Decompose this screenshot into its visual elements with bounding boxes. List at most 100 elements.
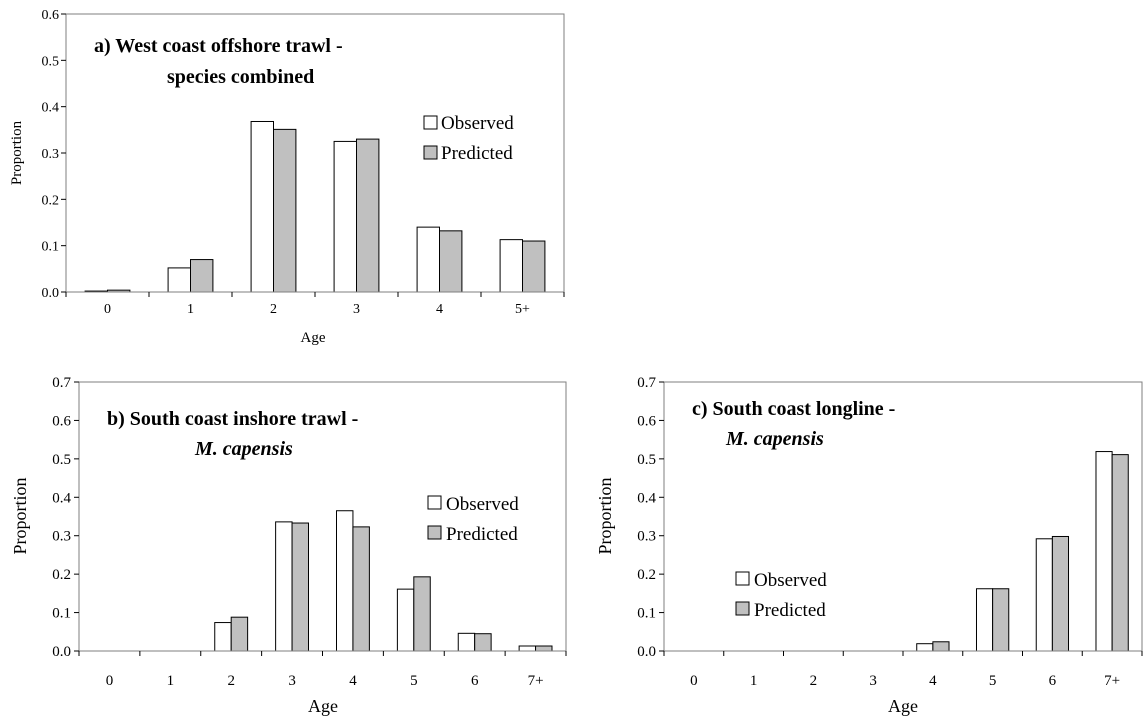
ytick-label-c-3: 0.3 <box>637 529 656 545</box>
panel-b-ylabel: Proportion <box>10 477 30 554</box>
bar-b-predicted-6 <box>474 633 492 652</box>
legend-a-predicted-label: Predicted <box>441 143 513 164</box>
panel-c-xticks: 0 1 2 3 4 5 6 7+ <box>663 651 1143 689</box>
bar-a-observed-4 <box>416 226 440 293</box>
panel-b-xticks: 0 1 2 3 4 5 6 7+ <box>78 651 567 689</box>
ytick-label-b-4: 0.4 <box>52 490 71 506</box>
bar-a-observed-5 <box>499 239 523 293</box>
ytick-label-c-5: 0.5 <box>637 452 656 468</box>
panel-b-xlabel: Age <box>308 696 338 716</box>
bar-c-predicted-7 <box>1111 454 1129 652</box>
ytick-label-c-7: 0.7 <box>637 375 656 391</box>
panel-c: 0.0 0.1 0.2 0.3 0.4 0.5 0.6 0.7 0 1 2 3 4 5 6 7+ c) So… <box>595 375 1143 716</box>
legend-b-predicted-swatch <box>427 525 442 540</box>
xtick-label-c-3: 3 <box>869 673 877 689</box>
ytick-label-a-0: 0.0 <box>42 286 60 301</box>
xtick-label-a-0: 0 <box>104 302 111 317</box>
bar-b-predicted-3 <box>291 522 309 652</box>
xtick-label-c-1: 1 <box>750 673 758 689</box>
bar-a-predicted-4 <box>439 230 463 293</box>
xtick-label-b-6: 6 <box>471 673 479 689</box>
bar-b-predicted-4 <box>352 526 370 652</box>
bar-b-predicted-2 <box>230 616 249 652</box>
ytick-label-b-3: 0.3 <box>52 529 71 545</box>
xtick-label-a-1: 1 <box>187 302 194 317</box>
ytick-label-a-2: 0.2 <box>42 193 60 208</box>
ytick-label-c-2: 0.2 <box>637 567 656 583</box>
panel-c-legend: Observed Predicted <box>735 570 827 621</box>
panel-b-marks <box>214 510 553 652</box>
xtick-label-c-5: 5 <box>989 673 997 689</box>
ytick-label-a-6: 0.6 <box>42 8 60 23</box>
bar-b-observed-4 <box>336 510 354 652</box>
panel-c-title: c) South coast longline - <box>692 398 895 420</box>
legend-b-predicted-label: Predicted <box>446 524 518 545</box>
xtick-label-a-5: 5+ <box>515 302 530 317</box>
xtick-label-b-5: 5 <box>410 673 418 689</box>
ytick-label-c-0: 0.0 <box>637 644 656 660</box>
bar-b-observed-3 <box>275 521 293 652</box>
ytick-label-b-6: 0.6 <box>52 413 71 429</box>
ytick-label-c-1: 0.1 <box>637 606 656 622</box>
xtick-label-a-2: 2 <box>270 302 277 317</box>
bar-c-predicted-5 <box>992 588 1010 652</box>
bar-c-observed-7 <box>1095 451 1113 652</box>
panel-a-ylabel: Proportion <box>9 120 25 185</box>
legend-c-predicted-swatch <box>735 601 750 616</box>
xtick-label-c-4: 4 <box>929 673 937 689</box>
panel-c-marks <box>916 451 1129 652</box>
bar-a-predicted-2 <box>273 128 297 293</box>
legend-a-predicted-swatch <box>423 145 438 160</box>
bar-a-observed-2 <box>250 120 274 293</box>
panel-b-subtitle: M. capensis <box>194 438 293 460</box>
panel-c-xlabel: Age <box>888 696 918 716</box>
panel-c-yticks: 0.0 0.1 0.2 0.3 0.4 0.5 0.6 0.7 <box>637 375 664 660</box>
panel-a-legend: Observed Predicted <box>423 113 514 164</box>
xtick-label-b-7: 7+ <box>528 673 544 689</box>
bar-b-observed-5 <box>396 588 415 652</box>
xtick-label-b-3: 3 <box>288 673 296 689</box>
panel-b-title: b) South coast inshore trawl - <box>107 408 358 430</box>
xtick-label-c-0: 0 <box>690 673 698 689</box>
bar-a-predicted-3 <box>356 138 380 293</box>
panel-c-ylabel: Proportion <box>595 477 615 554</box>
panel-b-legend: Observed Predicted <box>427 494 519 545</box>
bar-b-predicted-5 <box>413 576 431 652</box>
bar-a-predicted-1 <box>190 259 214 293</box>
xtick-label-a-3: 3 <box>353 302 360 317</box>
ytick-label-b-7: 0.7 <box>52 375 71 391</box>
panel-a: 0.0 0.1 0.2 0.3 0.4 0.5 0.6 0 1 2 3 4 5+ a) West co… <box>9 8 565 346</box>
legend-c-predicted-label: Predicted <box>754 600 826 621</box>
ytick-label-a-5: 0.5 <box>42 54 60 69</box>
bar-b-predicted-7 <box>535 645 553 652</box>
legend-a-observed-label: Observed <box>441 113 514 134</box>
bar-c-observed-5 <box>975 588 994 652</box>
legend-c-observed-label: Observed <box>754 570 827 591</box>
panel-b: 0.0 0.1 0.2 0.3 0.4 0.5 0.6 0.7 0 1 2 3 4 5 6 7+ b) So… <box>10 375 567 716</box>
bar-a-observed-1 <box>167 267 191 293</box>
xtick-label-c-6: 6 <box>1049 673 1057 689</box>
xtick-label-c-2: 2 <box>810 673 818 689</box>
panel-b-yticks: 0.0 0.1 0.2 0.3 0.4 0.5 0.6 0.7 <box>52 375 79 660</box>
bar-b-observed-7 <box>518 645 537 652</box>
ytick-label-b-5: 0.5 <box>52 452 71 468</box>
panel-c-subtitle: M. capensis <box>725 428 824 450</box>
ytick-label-b-2: 0.2 <box>52 567 71 583</box>
bar-a-predicted-5 <box>522 240 546 293</box>
xtick-label-b-1: 1 <box>167 673 175 689</box>
panel-a-xticks: 0 1 2 3 4 5+ <box>65 292 565 317</box>
legend-b-observed-label: Observed <box>446 494 519 515</box>
bar-b-observed-2 <box>214 622 232 652</box>
panel-a-yticks: 0.0 0.1 0.2 0.3 0.4 0.5 0.6 <box>42 8 66 301</box>
ytick-label-a-4: 0.4 <box>42 101 60 116</box>
xtick-label-b-0: 0 <box>106 673 114 689</box>
legend-a-observed-swatch <box>423 115 438 130</box>
ytick-label-b-0: 0.0 <box>52 644 71 660</box>
legend-c-observed-swatch <box>735 571 750 586</box>
bar-c-observed-6 <box>1035 538 1053 652</box>
legend-b-observed-swatch <box>427 495 442 510</box>
bar-c-observed-4 <box>916 643 934 652</box>
panel-a-marks <box>84 120 546 293</box>
bar-b-observed-6 <box>457 632 476 652</box>
